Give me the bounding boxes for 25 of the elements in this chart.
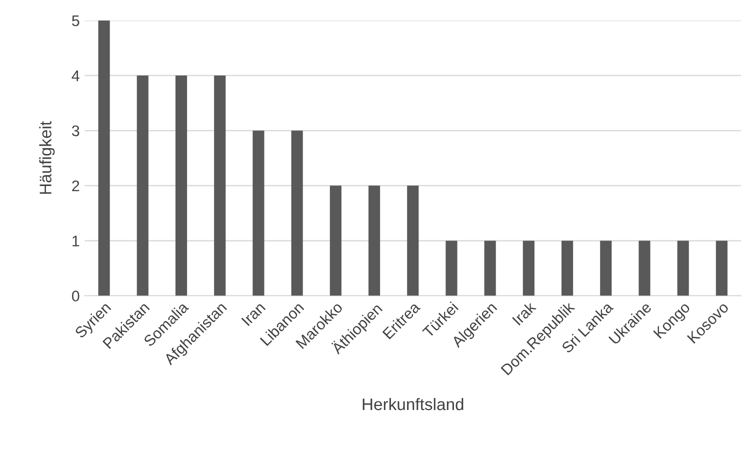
bar [446, 240, 458, 296]
bar [484, 240, 496, 296]
bar [330, 186, 342, 296]
bar [561, 240, 574, 296]
bar [136, 76, 148, 296]
y-tick-label: 4 [72, 70, 80, 82]
x-axis-title: Herkunftsland [362, 398, 464, 410]
y-tick-label: 1 [72, 236, 80, 246]
y-tick-label: 0 [72, 290, 80, 302]
bar [677, 240, 689, 296]
bar [291, 130, 303, 296]
bar [368, 186, 380, 296]
bar [214, 76, 226, 296]
bar [98, 20, 110, 296]
bar [407, 186, 419, 296]
bar [600, 240, 612, 296]
y-axis-title: Häufigkeit [39, 121, 55, 194]
bar [638, 240, 650, 296]
bar [252, 130, 264, 296]
y-tick-label: 5 [72, 16, 80, 26]
y-tick-label: 2 [72, 180, 80, 192]
bar [716, 240, 728, 296]
y-tick-label: 3 [72, 125, 80, 136]
bar [522, 240, 534, 296]
bar [175, 76, 188, 296]
